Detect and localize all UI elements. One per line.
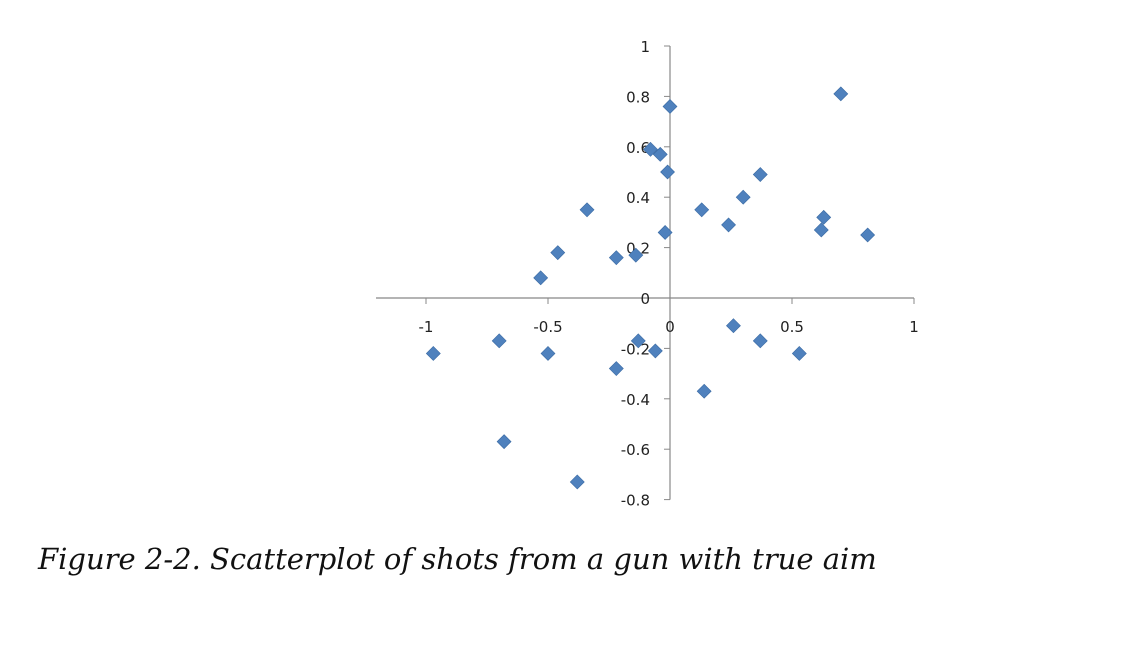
ticks — [425, 45, 915, 501]
data-point — [608, 250, 624, 266]
data-point — [660, 164, 675, 180]
data-point — [662, 99, 678, 114]
x-tick-label: -0.5 — [533, 318, 562, 336]
data-point — [816, 209, 832, 225]
x-tick-label: -1 — [419, 318, 434, 336]
y-tick-label: -0.8 — [621, 492, 650, 510]
data-point — [630, 333, 646, 349]
data-point — [628, 247, 644, 263]
data-point — [608, 361, 624, 376]
axes — [376, 46, 914, 500]
x-tick-label: 0.5 — [780, 318, 804, 336]
data-point — [657, 225, 673, 240]
y-tick-label: 0.8 — [626, 88, 650, 106]
data-point — [726, 318, 741, 334]
data-point — [860, 227, 876, 243]
y-tick-label: -0.2 — [621, 340, 650, 358]
y-tick-label: 0.6 — [626, 139, 650, 157]
data-point — [791, 346, 807, 361]
data-point — [579, 202, 595, 218]
data-point — [569, 474, 585, 490]
tick-labels: -1 -0.5 0 0.5 1-0.8-0.6-0.4-0.200.20.40.60.8… — [419, 38, 919, 510]
data-point — [647, 343, 663, 359]
y-tick-label: 1 — [640, 38, 650, 56]
data-point — [425, 346, 441, 361]
data-point — [652, 146, 668, 162]
data-point — [694, 202, 710, 218]
y-tick-label: 0.4 — [626, 189, 650, 207]
data-point — [491, 333, 507, 349]
x-tick-label: 0 — [665, 318, 675, 336]
data-point — [833, 86, 849, 102]
data-point — [540, 346, 556, 361]
y-tick-label: -0.4 — [621, 391, 650, 409]
x-tick-label: 1 — [909, 318, 919, 336]
data-point — [752, 333, 768, 349]
y-tick-label: -0.6 — [621, 441, 650, 459]
data-point — [550, 245, 566, 261]
data-points — [425, 86, 876, 490]
data-point — [735, 189, 751, 205]
data-point — [752, 167, 768, 182]
data-point — [696, 383, 712, 399]
figure-caption: Figure 2-2. Scatterplot of shots from a … — [38, 542, 877, 576]
data-point — [496, 434, 512, 450]
y-tick-label: 0 — [640, 290, 650, 308]
data-point — [533, 270, 549, 286]
data-point — [721, 217, 736, 233]
data-point — [813, 222, 829, 238]
data-point — [643, 141, 658, 157]
